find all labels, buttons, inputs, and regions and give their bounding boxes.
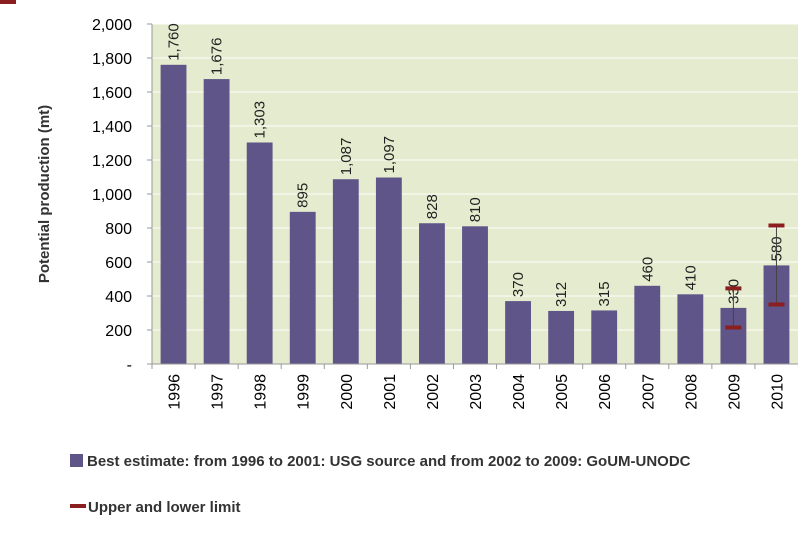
bar bbox=[462, 226, 488, 364]
data-label: 315 bbox=[596, 281, 613, 306]
bar bbox=[203, 79, 230, 364]
data-label: 1,097 bbox=[381, 136, 398, 174]
data-label: 1,760 bbox=[166, 23, 183, 61]
legend-label-best-estimate: Best estimate: from 1996 to 2001: USG so… bbox=[87, 453, 691, 470]
error-bars bbox=[725, 223, 785, 330]
x-tick-label: 2005 bbox=[554, 374, 571, 410]
bar bbox=[505, 301, 531, 364]
bar bbox=[375, 177, 402, 364]
bars bbox=[160, 64, 790, 365]
data-label: 895 bbox=[295, 183, 312, 208]
x-tick-label: 2004 bbox=[511, 374, 528, 410]
y-tick-label: 1,600 bbox=[92, 85, 132, 102]
data-label: 460 bbox=[639, 257, 656, 282]
y-tick-label: 1,200 bbox=[92, 153, 132, 170]
x-tick-label: 2000 bbox=[339, 374, 356, 410]
y-tick-label: 1,000 bbox=[92, 187, 132, 204]
x-tick-label: 2007 bbox=[640, 374, 657, 410]
y-tick-label: 600 bbox=[105, 255, 132, 272]
x-tick-label: 2006 bbox=[597, 374, 614, 410]
bar bbox=[677, 294, 704, 364]
y-tick-label: 2,000 bbox=[92, 17, 132, 34]
data-label: 1,087 bbox=[338, 138, 355, 176]
x-tick-label: 2010 bbox=[769, 374, 786, 410]
legend-item-best-estimate: Best estimate: from 1996 to 2001: USG so… bbox=[70, 453, 770, 471]
y-tick-label: - bbox=[127, 357, 132, 374]
legend-item-limits: Upper and lower limit bbox=[70, 499, 770, 517]
y-axis-title: Potential production (mt) bbox=[36, 105, 53, 283]
legend-swatch-bar bbox=[70, 454, 83, 467]
y-tick-label: 200 bbox=[105, 323, 132, 340]
bar bbox=[634, 285, 661, 364]
bar bbox=[160, 64, 187, 365]
x-tick-label: 2002 bbox=[425, 374, 442, 410]
data-labels: 1,760 1,676 1,303 895 1,087 1,097 828 810 370 312… bbox=[166, 23, 786, 307]
data-label: 810 bbox=[467, 197, 484, 222]
data-label: 828 bbox=[424, 194, 441, 219]
data-label: 410 bbox=[682, 265, 699, 290]
x-tick-label: 2003 bbox=[468, 374, 485, 410]
y-axis: - 200 400 600 800 1,000 1,200 1,400 1,600 1,800 2,… bbox=[92, 17, 153, 374]
y-tick-label: 400 bbox=[105, 289, 132, 306]
y-tick-label: 1,400 bbox=[92, 119, 132, 136]
y-tick-label: 800 bbox=[105, 221, 132, 238]
legend-stray-swatch bbox=[0, 0, 16, 4]
x-axis: 1996 1997 1998 1999 2000 2001 2002 2003 2004 2005… bbox=[151, 363, 798, 410]
legend-swatch-line bbox=[70, 504, 86, 508]
x-tick-label: 1996 bbox=[167, 374, 184, 410]
bar bbox=[591, 310, 618, 364]
x-tick-label: 1997 bbox=[210, 374, 227, 410]
bar bbox=[332, 179, 359, 364]
x-tick-label: 2001 bbox=[382, 374, 399, 410]
x-tick-label: 2008 bbox=[683, 374, 700, 410]
bar bbox=[246, 142, 273, 364]
bar bbox=[419, 223, 445, 364]
data-label: 312 bbox=[553, 282, 570, 307]
data-label: 370 bbox=[510, 272, 527, 297]
bar bbox=[289, 211, 316, 364]
data-label: 1,303 bbox=[252, 101, 269, 139]
data-label: 1,676 bbox=[209, 38, 226, 76]
x-tick-label: 1999 bbox=[296, 374, 313, 410]
bar bbox=[548, 310, 575, 364]
x-tick-label: 1998 bbox=[253, 374, 270, 410]
y-tick-label: 1,800 bbox=[92, 51, 132, 68]
legend-label-limits: Upper and lower limit bbox=[88, 499, 241, 516]
x-tick-label: 2009 bbox=[726, 374, 743, 410]
